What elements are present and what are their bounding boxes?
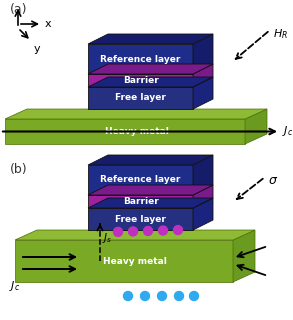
Polygon shape <box>15 240 233 282</box>
Text: Reference layer: Reference layer <box>100 54 181 63</box>
Text: Barrier: Barrier <box>123 76 159 85</box>
Polygon shape <box>193 77 213 109</box>
Polygon shape <box>88 185 213 195</box>
Text: $\sigma$: $\sigma$ <box>268 173 278 187</box>
Polygon shape <box>5 119 245 144</box>
Text: z: z <box>14 0 20 2</box>
Polygon shape <box>88 208 193 230</box>
Text: Reference layer: Reference layer <box>100 175 181 185</box>
Text: Free layer: Free layer <box>115 93 166 102</box>
Polygon shape <box>245 109 267 144</box>
Polygon shape <box>88 195 193 208</box>
Polygon shape <box>88 87 193 109</box>
Polygon shape <box>193 185 213 208</box>
Circle shape <box>124 292 132 300</box>
Polygon shape <box>88 77 213 87</box>
Text: Heavy metal: Heavy metal <box>105 127 169 136</box>
Polygon shape <box>15 230 255 240</box>
Polygon shape <box>88 165 193 195</box>
Polygon shape <box>88 44 193 74</box>
Polygon shape <box>88 155 213 165</box>
Circle shape <box>190 292 198 300</box>
Circle shape <box>159 226 168 235</box>
Text: Free layer: Free layer <box>115 214 166 223</box>
Polygon shape <box>233 230 255 282</box>
Polygon shape <box>193 155 213 195</box>
Circle shape <box>129 227 137 236</box>
Text: $J_c$: $J_c$ <box>9 279 21 293</box>
Text: x: x <box>45 19 52 29</box>
Text: $J_s$: $J_s$ <box>102 231 113 245</box>
Circle shape <box>175 292 183 300</box>
Polygon shape <box>193 64 213 87</box>
Polygon shape <box>88 74 193 87</box>
Circle shape <box>158 292 166 300</box>
Text: Barrier: Barrier <box>123 197 159 206</box>
Polygon shape <box>88 64 213 74</box>
Text: $H_R$: $H_R$ <box>273 27 288 41</box>
Text: Heavy metal: Heavy metal <box>103 257 167 266</box>
Circle shape <box>141 292 149 300</box>
Polygon shape <box>193 34 213 74</box>
Circle shape <box>144 227 152 236</box>
Text: $J_c$: $J_c$ <box>282 124 293 139</box>
Text: y: y <box>34 44 41 54</box>
Polygon shape <box>5 109 267 119</box>
Text: (b): (b) <box>10 163 28 176</box>
Circle shape <box>173 226 183 235</box>
Circle shape <box>113 228 122 236</box>
Text: (a): (a) <box>10 3 28 16</box>
Polygon shape <box>88 34 213 44</box>
Polygon shape <box>88 198 213 208</box>
Polygon shape <box>193 198 213 230</box>
